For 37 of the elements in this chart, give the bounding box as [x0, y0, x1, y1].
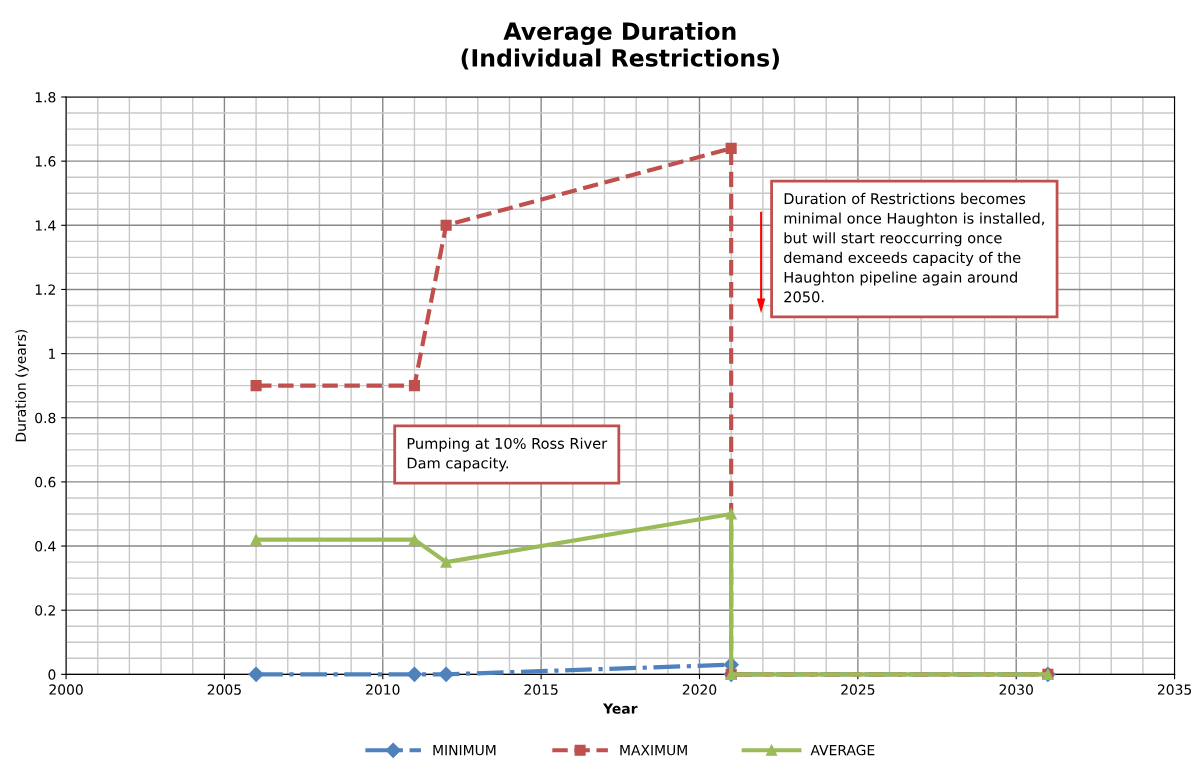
legend-label: MAXIMUM: [620, 745, 687, 756]
point: [250, 380, 262, 392]
point: [725, 142, 737, 154]
point: [406, 666, 423, 682]
y-tick-label: 0.8: [35, 412, 56, 424]
x-tick-label: 2005: [207, 684, 241, 695]
y-tick-label: 1.8: [35, 91, 56, 103]
chart-title: Average Duration (Individual Restrictions): [461, 21, 779, 70]
x-tick-label: 2035: [1157, 684, 1192, 695]
y-tick-label: 1: [49, 348, 56, 359]
point: [250, 534, 262, 546]
legend-label: MINIMUM: [433, 745, 496, 756]
x-tick-label: 2025: [841, 684, 875, 695]
y-tick-label: 0: [48, 669, 56, 680]
y-tick-label: 1.4: [35, 220, 56, 231]
y-tick-label: 1.6: [35, 156, 56, 167]
point: [440, 556, 452, 568]
point: [248, 666, 264, 682]
y-axis-title: Duration (years): [15, 329, 29, 442]
point: [408, 534, 421, 546]
x-tick-label: 2000: [49, 684, 83, 695]
annotation: Pumping at 10% Ross River Dam capacity.: [407, 437, 608, 472]
y-tick-label: 0.4: [35, 541, 56, 552]
x-tick-label: 2020: [682, 684, 717, 695]
point: [408, 380, 421, 392]
y-tick-label: 0.2: [35, 605, 55, 616]
x-tick-label: 2015: [524, 684, 558, 695]
legend-label: AVERAGE: [810, 744, 875, 756]
x-tick-label: 2010: [366, 684, 400, 695]
annotation: Duration of Restrictions becomes minimal once Haughton is installed, but will start reoccurring once demand exceeds capacity of the Haughton pipeline again around 2050.: [784, 192, 1044, 303]
y-tick-label: 1.2: [35, 284, 55, 295]
x-tick-label: 2030: [999, 684, 1033, 695]
point: [725, 508, 737, 520]
x-axis-title: Year: [602, 703, 638, 714]
point: [438, 666, 454, 682]
point: [440, 219, 452, 231]
y-tick-label: 0.6: [35, 476, 56, 488]
